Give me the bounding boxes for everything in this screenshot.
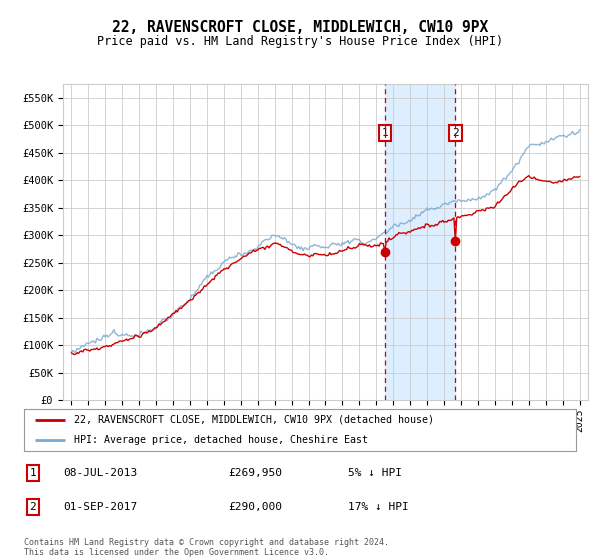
Text: HPI: Average price, detached house, Cheshire East: HPI: Average price, detached house, Ches… bbox=[74, 435, 368, 445]
Text: 08-JUL-2013: 08-JUL-2013 bbox=[63, 468, 137, 478]
Text: 22, RAVENSCROFT CLOSE, MIDDLEWICH, CW10 9PX: 22, RAVENSCROFT CLOSE, MIDDLEWICH, CW10 … bbox=[112, 20, 488, 35]
Text: 2: 2 bbox=[452, 128, 459, 138]
Text: 22, RAVENSCROFT CLOSE, MIDDLEWICH, CW10 9PX (detached house): 22, RAVENSCROFT CLOSE, MIDDLEWICH, CW10 … bbox=[74, 415, 434, 424]
Bar bbox=[385, 84, 455, 400]
Text: 1: 1 bbox=[382, 128, 388, 138]
Text: Contains HM Land Registry data © Crown copyright and database right 2024.
This d: Contains HM Land Registry data © Crown c… bbox=[24, 538, 389, 557]
Text: 1: 1 bbox=[29, 468, 37, 478]
Text: £269,950: £269,950 bbox=[228, 468, 282, 478]
Text: 2: 2 bbox=[29, 502, 37, 512]
Text: 01-SEP-2017: 01-SEP-2017 bbox=[63, 502, 137, 512]
Text: 5% ↓ HPI: 5% ↓ HPI bbox=[348, 468, 402, 478]
Text: £290,000: £290,000 bbox=[228, 502, 282, 512]
Text: 17% ↓ HPI: 17% ↓ HPI bbox=[348, 502, 409, 512]
Text: Price paid vs. HM Land Registry's House Price Index (HPI): Price paid vs. HM Land Registry's House … bbox=[97, 35, 503, 48]
